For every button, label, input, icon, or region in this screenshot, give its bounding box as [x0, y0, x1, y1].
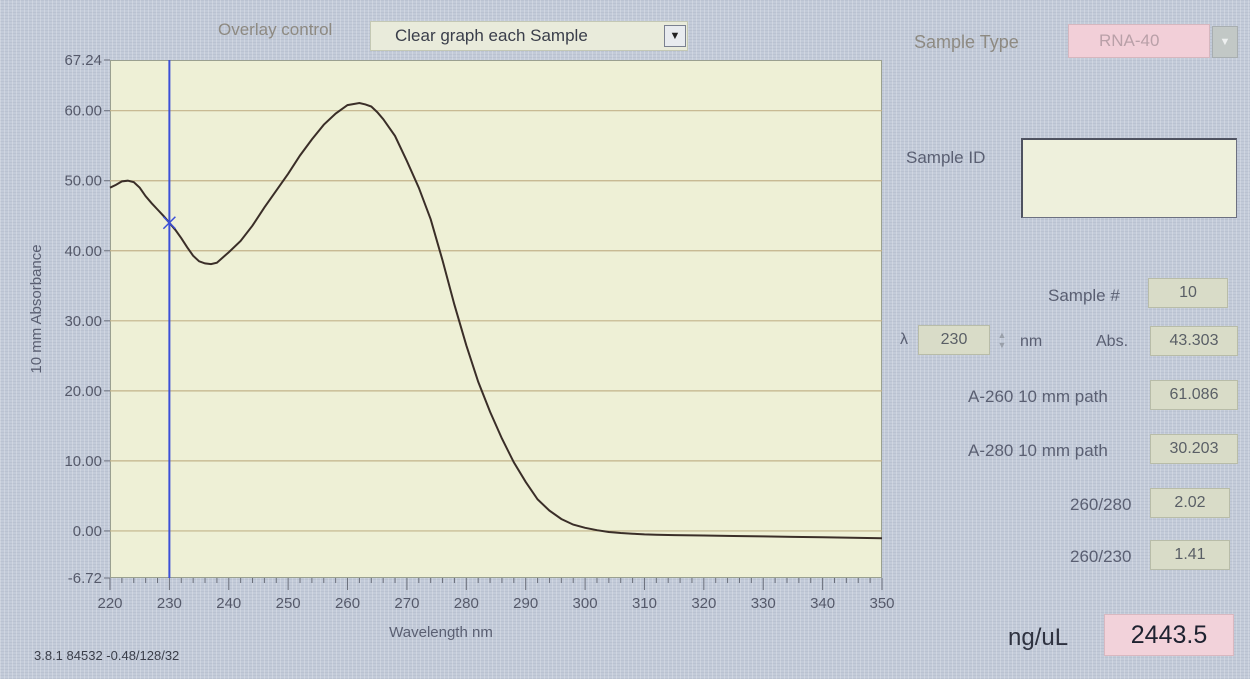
y-tick-label: 60.00 — [64, 103, 102, 120]
y-axis-label: 10 mm Absorbance — [28, 244, 45, 373]
lambda-symbol: λ — [900, 331, 908, 348]
wavelength-input[interactable]: 230 — [918, 325, 990, 355]
x-tick-label: 300 — [573, 595, 598, 612]
x-tick-label: 260 — [335, 595, 360, 612]
abs-label: Abs. — [1096, 333, 1129, 350]
y-tick-label: -6.72 — [68, 570, 102, 587]
overlay-control-value: Clear graph each Sample — [395, 26, 588, 45]
ratio-260-280-value: 2.02 — [1150, 488, 1230, 518]
concentration-value: 2443.5 — [1104, 614, 1234, 656]
x-tick-label: 290 — [513, 595, 538, 612]
plot-area[interactable] — [110, 60, 882, 578]
sample-type-label: Sample Type — [914, 32, 1019, 52]
x-tick-label: 330 — [751, 595, 776, 612]
a260-value: 61.086 — [1150, 380, 1238, 410]
y-tick-label: 50.00 — [64, 173, 102, 190]
sample-type-value: RNA-40 — [1099, 31, 1160, 50]
x-tick-label: 270 — [394, 595, 419, 612]
ratio-260-280-label: 260/280 — [1070, 495, 1132, 514]
abs-value: 43.303 — [1150, 326, 1238, 356]
concentration-label: ng/uL — [1008, 624, 1069, 651]
a280-value: 30.203 — [1150, 434, 1238, 464]
overlay-control-select[interactable]: Clear graph each Sample — [370, 21, 688, 51]
x-axis-label: Wavelength nm — [389, 624, 493, 641]
a280-label: A-280 10 mm path — [968, 441, 1108, 460]
chevron-down-icon: ▼ — [669, 30, 681, 42]
x-tick-label: 240 — [216, 595, 241, 612]
x-tick-label: 220 — [97, 595, 122, 612]
y-tick-label: 40.00 — [64, 243, 102, 260]
y-tick-label: 10.00 — [64, 453, 102, 470]
sample-number-label: Sample # — [1048, 286, 1120, 305]
x-tick-label: 280 — [454, 595, 479, 612]
sample-type-select[interactable]: RNA-40 — [1068, 24, 1210, 58]
sample-id-input[interactable] — [1021, 138, 1237, 218]
chevron-down-icon: ▼ — [1219, 36, 1231, 48]
cursor-x-mark — [162, 216, 176, 230]
y-axis-ticks: 67.24 60.00 50.00 40.00 30.00 20.00 10.00 0.00 -… — [64, 52, 110, 587]
sample-number-value: 10 — [1148, 278, 1228, 308]
ratio-260-230-value: 1.41 — [1150, 540, 1230, 570]
a260-label: A-260 10 mm path — [968, 387, 1108, 406]
stepper-down-icon[interactable]: ▼ — [997, 340, 1007, 350]
wavelength-unit: nm — [1020, 333, 1043, 350]
y-tick-label: 67.24 — [64, 52, 102, 69]
status-text: 3.8.1 84532 -0.48/128/32 — [34, 648, 180, 663]
x-tick-label: 320 — [691, 595, 716, 612]
x-tick-label: 230 — [157, 595, 182, 612]
y-tick-label: 30.00 — [64, 313, 102, 330]
x-axis-ticks: 220 230 240 250 260 270 280 290 300 310 320 330 340 3… — [97, 578, 895, 612]
overlay-dropdown-button[interactable]: ▼ — [664, 25, 686, 47]
x-tick-label: 250 — [276, 595, 301, 612]
y-tick-label: 0.00 — [73, 523, 102, 540]
sample-id-label: Sample ID — [906, 148, 986, 167]
sample-type-dropdown-button[interactable]: ▼ — [1212, 26, 1238, 58]
wavelength-stepper[interactable]: ▲ ▼ — [995, 328, 1009, 352]
ratio-260-230-label: 260/230 — [1070, 547, 1132, 566]
gridlines — [110, 110, 882, 532]
overlay-control-label: Overlay control — [218, 20, 333, 39]
stepper-up-icon[interactable]: ▲ — [997, 330, 1007, 340]
x-tick-label: 340 — [810, 595, 835, 612]
y-tick-label: 20.00 — [64, 383, 102, 400]
x-tick-label: 310 — [632, 595, 657, 612]
x-tick-label: 350 — [869, 595, 894, 612]
cursor-marker — [162, 216, 176, 230]
